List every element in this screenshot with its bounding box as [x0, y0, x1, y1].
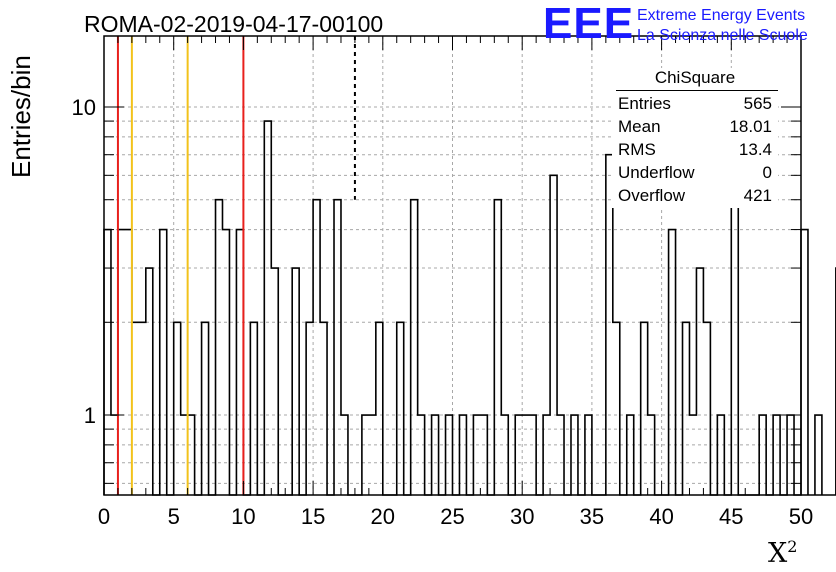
- x-tick-label: 45: [719, 504, 743, 529]
- stat-value: 565: [743, 94, 772, 113]
- histogram-bars: [103, 120, 836, 496]
- run-title: ROMA-02-2019-04-17-00100: [84, 11, 384, 37]
- stat-row-rms: RMS 13.4: [618, 140, 772, 162]
- stat-row-overflow: Overflow 421: [618, 186, 772, 208]
- marker-lines: [116, 36, 356, 495]
- eee-logo: EEE Extreme Energy Events La Scienza nel…: [543, 0, 833, 48]
- x-tick-label: 10: [231, 504, 255, 529]
- stat-row-mean: Mean 18.01: [618, 117, 772, 139]
- x-tick-label: 5: [168, 504, 180, 529]
- stat-key: Mean: [618, 117, 661, 136]
- x-axis-label-symbol: Χ: [768, 538, 788, 569]
- stats-box: ChiSquare Entries 565 Mean 18.01 RMS 13.…: [612, 68, 778, 208]
- x-tick-label: 25: [440, 504, 464, 529]
- stats-title: ChiSquare: [654, 68, 736, 87]
- y-tick-label: 1: [84, 403, 96, 428]
- x-tick-label: 15: [301, 504, 325, 529]
- stat-key: Underflow: [618, 163, 695, 182]
- stat-key: RMS: [618, 140, 656, 159]
- y-axis: 1 10: [72, 95, 801, 484]
- eee-logo-mark: EEE: [543, 0, 635, 48]
- stat-row-underflow: Underflow 0: [618, 163, 772, 185]
- y-tick-label: 10: [72, 95, 96, 120]
- stat-value: 421: [743, 186, 772, 205]
- stat-value: 0: [762, 163, 772, 182]
- x-axis-label-superscript: 2: [787, 537, 798, 556]
- stats-title-rule: [616, 90, 778, 91]
- stat-value: 18.01: [729, 117, 772, 136]
- x-tick-label: 35: [580, 504, 604, 529]
- x-tick-label: 30: [510, 504, 534, 529]
- x-tick-label: 0: [98, 504, 110, 529]
- x-tick-label: 20: [371, 504, 395, 529]
- x-axis: 0 5 10 15 20 25 30 35 40 45 50: [98, 36, 813, 529]
- histogram-outline: [103, 120, 836, 496]
- stat-row-entries: Entries 565: [618, 94, 772, 116]
- x-axis-label: Χ2: [768, 537, 797, 569]
- logo-line-1: Extreme Energy Events: [637, 7, 806, 24]
- y-axis-label: Entries/bin: [6, 55, 36, 178]
- stat-key: Entries: [618, 94, 671, 113]
- logo-line-2: La Scienza nelle Scuole: [637, 27, 808, 44]
- x-tick-label: 50: [789, 504, 813, 529]
- stat-value: 13.4: [738, 140, 772, 159]
- stat-key: Overflow: [618, 186, 686, 205]
- x-tick-label: 40: [649, 504, 673, 529]
